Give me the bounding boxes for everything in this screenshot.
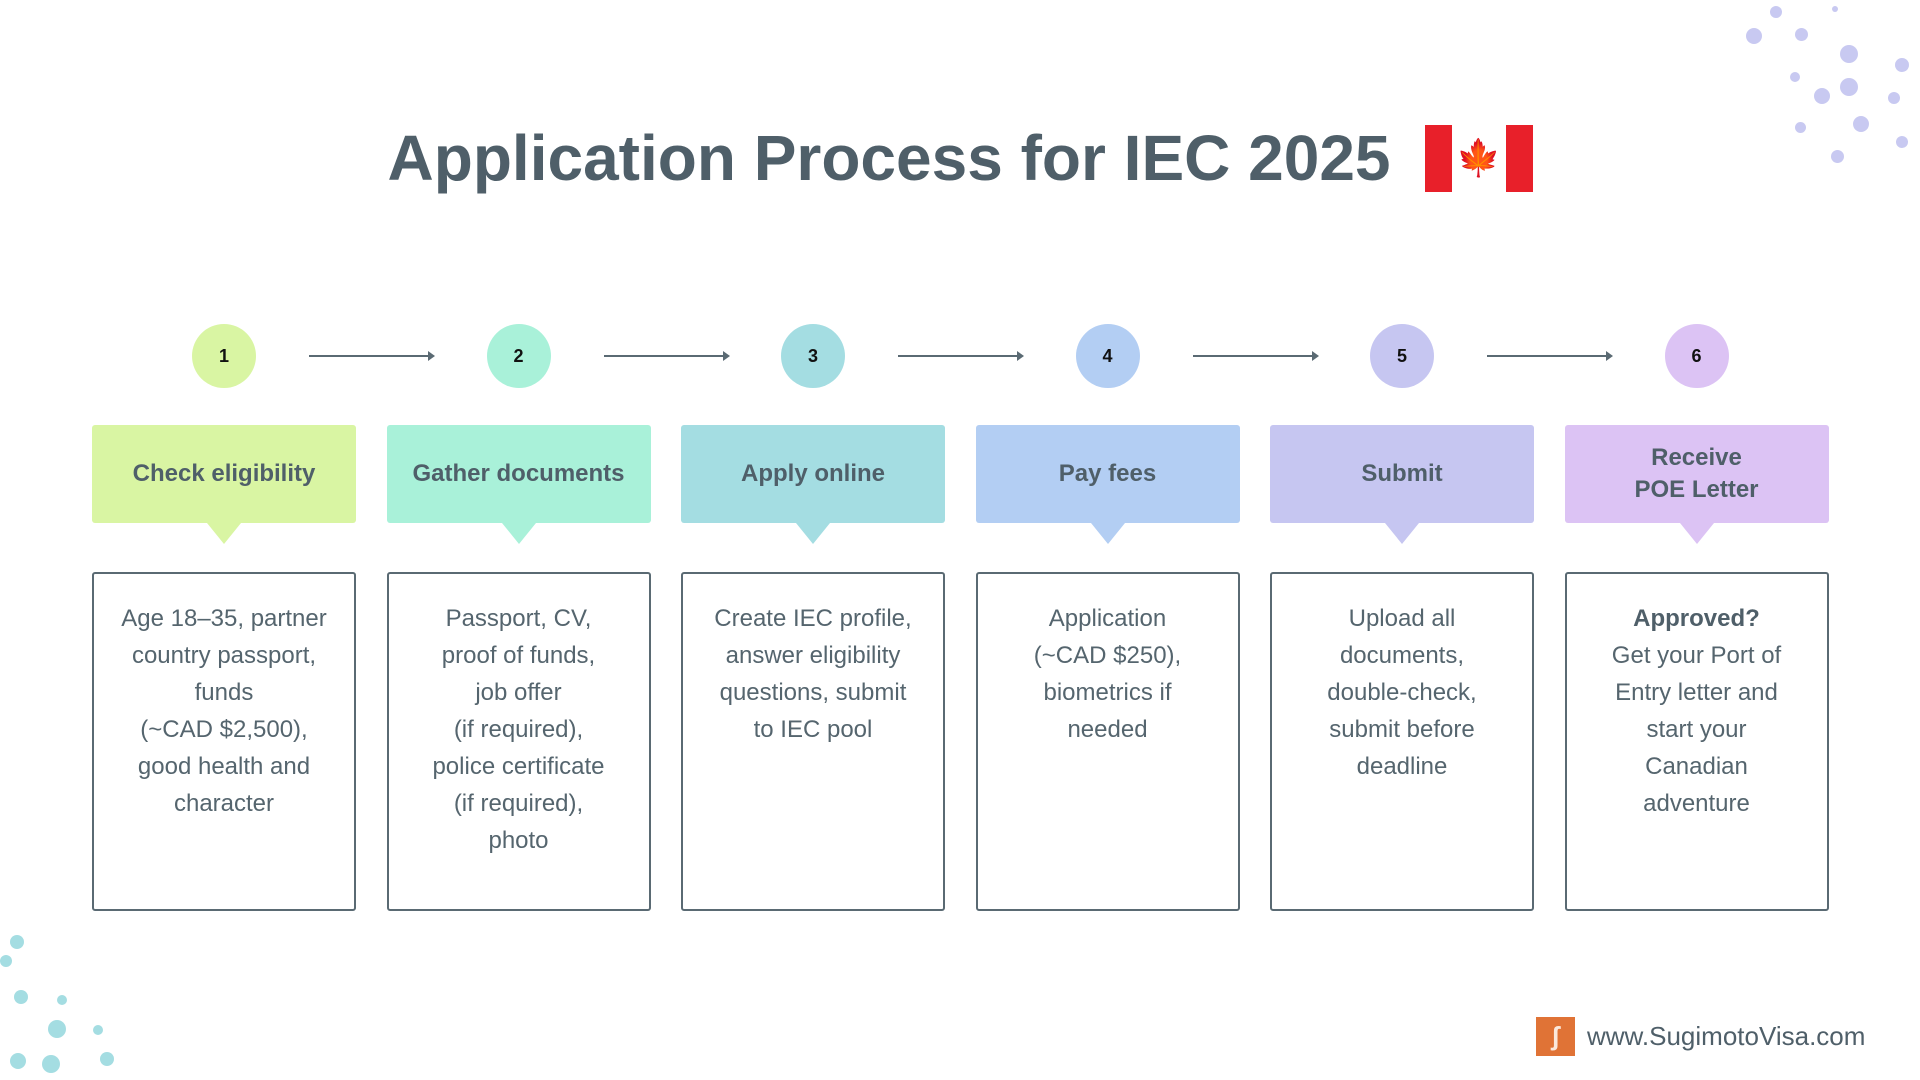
step-title: Check eligibility <box>92 425 356 523</box>
arrow-right-icon <box>603 351 730 361</box>
decorative-dot <box>100 1052 114 1066</box>
step-title: Gather documents <box>386 425 651 523</box>
step-number-badge: 2 <box>486 324 551 388</box>
step-title: Pay fees <box>975 425 1240 523</box>
arrow-right-icon <box>898 351 1024 361</box>
detail-text: Passport, CV, proof of funds, job offer … <box>432 605 605 854</box>
decorative-dot <box>48 1020 66 1038</box>
website-url: www.SugimotoVisa.com <box>1587 1021 1866 1051</box>
decorative-dot <box>1795 28 1808 41</box>
detail-text: Create IEC profile, answer eligibility q… <box>714 605 912 743</box>
decorative-dot <box>10 935 24 949</box>
step-number-badge: 6 <box>1664 324 1729 388</box>
step-title: Receive POE Letter <box>1564 425 1829 523</box>
decorative-dot <box>1840 45 1858 63</box>
arrow-right-icon <box>1192 351 1319 361</box>
detail-text: Age 18–35, partner country passport, fun… <box>121 605 327 817</box>
canada-flag-icon: 🍁 <box>1424 124 1533 192</box>
footer: ʃ www.SugimotoVisa.com <box>1536 1017 1865 1056</box>
decorative-dot <box>1896 136 1908 148</box>
step-details: Approved? Get your Port of Entry letter a… <box>1564 572 1829 911</box>
step-title: Apply online <box>681 425 945 523</box>
detail-heading: Approved? <box>1633 605 1760 632</box>
decorative-dot <box>1746 28 1762 44</box>
decorative-dot <box>1840 78 1858 96</box>
sugimoto-logo-icon: ʃ <box>1536 1017 1575 1056</box>
pointer-triangle <box>1385 523 1419 544</box>
decorative-dot <box>14 990 28 1004</box>
pointer-triangle <box>796 523 830 544</box>
decorative-dot <box>10 1053 26 1069</box>
decorative-dot <box>1895 58 1909 72</box>
step-details: Create IEC profile, answer eligibility q… <box>681 572 945 911</box>
decorative-dot <box>42 1055 60 1073</box>
detail-text: Get your Port of Entry letter and start … <box>1611 642 1782 817</box>
decorative-dot <box>1888 92 1900 104</box>
detail-text: Upload all documents, double-check, subm… <box>1327 605 1477 780</box>
decorative-dot <box>1832 6 1838 12</box>
arrow-right-icon <box>309 351 435 361</box>
step-number-badge: 5 <box>1370 324 1434 388</box>
step-details: Age 18–35, partner country passport, fun… <box>92 572 356 911</box>
decorative-dot <box>93 1025 103 1035</box>
step-details: Application (~CAD $250), biometrics if n… <box>975 572 1240 911</box>
page-title: Application Process for IEC 2025 <box>387 122 1391 194</box>
title-row: Application Process for IEC 2025 🍁 <box>0 118 1920 198</box>
step-number-badge: 4 <box>1075 324 1140 388</box>
step-number-badge: 1 <box>192 324 256 388</box>
decorative-dot <box>1831 150 1844 163</box>
decorative-dot <box>1814 88 1830 104</box>
pointer-triangle <box>1679 523 1714 544</box>
step-number-badge: 3 <box>781 324 845 388</box>
detail-text: Application (~CAD $250), biometrics if n… <box>1033 605 1182 743</box>
pointer-triangle <box>1090 523 1125 544</box>
decorative-dot <box>1770 6 1782 18</box>
step-details: Passport, CV, proof of funds, job offer … <box>386 572 651 911</box>
decorative-dot <box>1853 116 1869 132</box>
pointer-triangle <box>501 523 536 544</box>
decorative-dot <box>1795 122 1806 133</box>
step-title: Submit <box>1270 425 1534 523</box>
decorative-dot <box>0 955 12 967</box>
pointer-triangle <box>207 523 241 544</box>
decorative-dot <box>1790 72 1800 82</box>
step-details: Upload all documents, double-check, subm… <box>1270 572 1534 911</box>
arrow-right-icon <box>1487 351 1613 361</box>
decorative-dot <box>57 995 67 1005</box>
